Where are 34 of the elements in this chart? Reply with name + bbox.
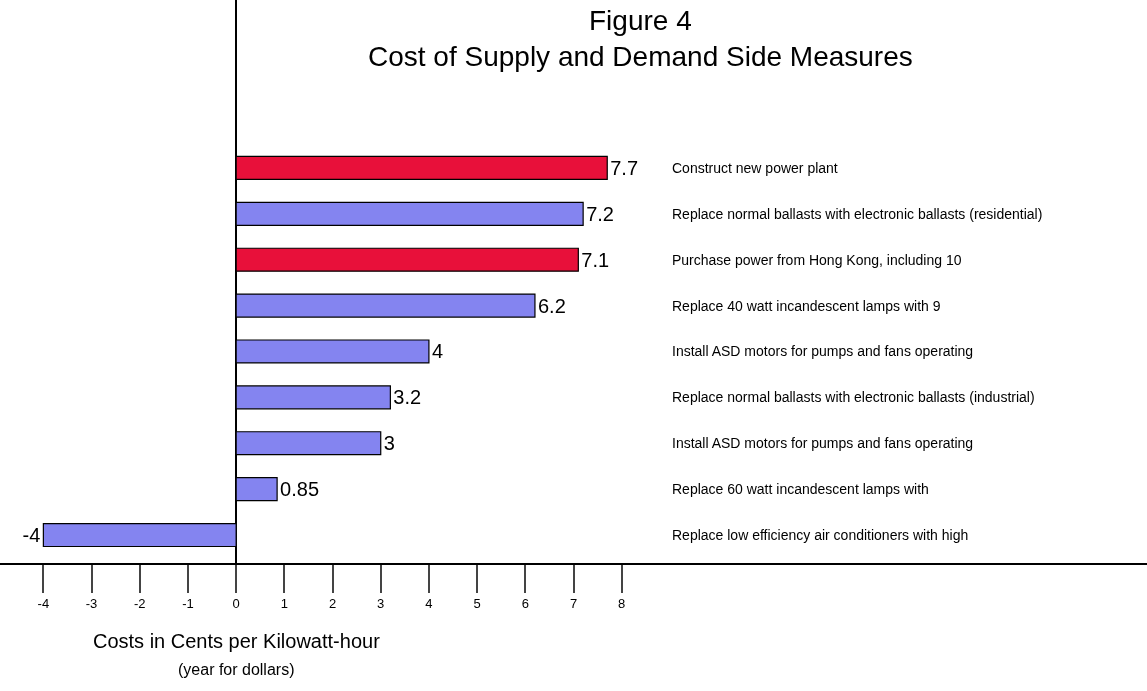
x-tick-label: -3 xyxy=(85,596,98,612)
data-label: 7.2 xyxy=(586,202,614,225)
y-tick-label: Construct new power plant xyxy=(672,160,838,176)
data-label: -4 xyxy=(22,524,41,547)
x-axis-title: Costs in Cents per Kilowatt-hour xyxy=(93,630,381,652)
data-label: 7.7 xyxy=(610,156,639,179)
data-label: 3.2 xyxy=(393,386,422,409)
x-tick-label: 7 xyxy=(569,596,578,612)
x-tick-label: 8 xyxy=(618,596,626,612)
x-tick-label: 3 xyxy=(377,596,385,612)
y-tick-label: Replace normal ballasts with electronic ballasts (industrial) xyxy=(672,389,1035,405)
data-label: 3 xyxy=(383,432,395,455)
text: (year for dollars) xyxy=(178,661,295,678)
x-tick-label: -1 xyxy=(182,596,194,612)
y-tick-label: Replace 40 watt incandescent lamps with 9 xyxy=(672,298,941,314)
y-tick-label: Replace normal ballasts with electronic ballasts (residential) xyxy=(672,206,1043,222)
y-tick-label: Replace 60 watt incandescent lamps with xyxy=(672,481,929,497)
data-label: 0.85 xyxy=(280,478,320,501)
chart-title: Figure 4 Cost of Supply and Demand Side Measures xyxy=(368,5,913,73)
x-tick-label: -4 xyxy=(37,596,50,612)
y-tick-label: Install ASD motors for pumps and fans operating xyxy=(672,343,974,359)
x-tick-label: 5 xyxy=(473,596,481,612)
data-label: 7.1 xyxy=(581,248,610,271)
data-label: 6.2 xyxy=(537,294,566,317)
data-label: 4 xyxy=(431,340,444,363)
x-tick-label: 2 xyxy=(328,596,337,612)
x-tick-label: -2 xyxy=(133,596,146,612)
x-tick-label: 0 xyxy=(232,596,240,612)
x-tick-label: 4 xyxy=(425,596,433,612)
y-tick-label: Replace low efficiency air conditioners with high xyxy=(672,527,969,543)
x-tick-label: 1 xyxy=(280,596,288,612)
y-tick-label: Install ASD motors for pumps and fans operating xyxy=(672,435,974,451)
x-tick-label: 6 xyxy=(521,596,529,612)
y-tick-label: Purchase power from Hong Kong, including 10 xyxy=(672,252,962,268)
